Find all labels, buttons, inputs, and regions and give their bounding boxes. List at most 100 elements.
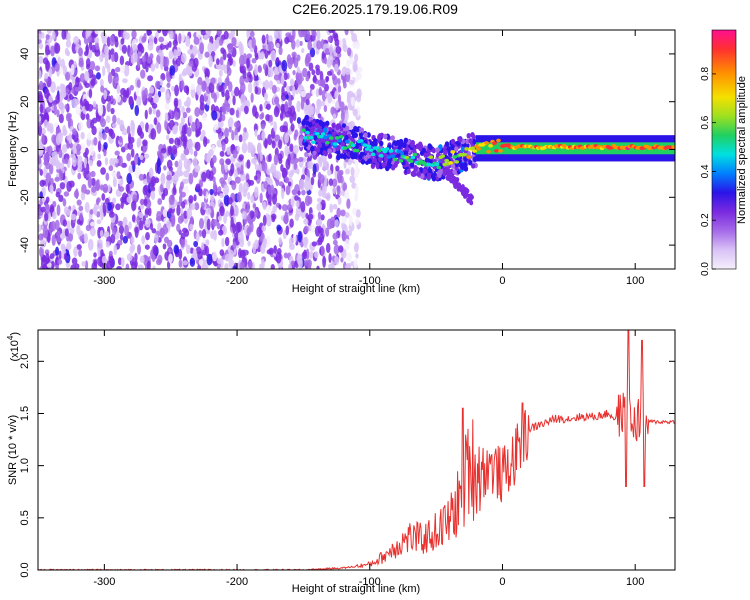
heatmap-cell [446,146,451,153]
heatmap-cell [293,57,299,69]
heatmap-cell [100,85,105,93]
heatmap-cell [174,111,180,121]
x-tick-label: -300 [93,576,115,588]
heatmap-cell [195,84,202,96]
heatmap-cell [108,250,113,257]
heatmap-cell [225,158,232,165]
heatmap-cell [284,110,291,118]
heatmap-cell [192,248,197,258]
ridge-point [434,162,440,167]
heatmap-cell [182,260,188,266]
heatmap-cell [204,68,211,79]
heatmap-cell [325,242,331,254]
heatmap-cell [283,252,289,259]
heatmap-cell [136,79,141,89]
heatmap-cell [323,105,328,113]
heatmap-cell [156,150,161,157]
heatmap-cell [257,65,262,72]
heatmap-cell [291,39,296,50]
heatmap-cell [160,147,167,154]
ridge-point [318,134,324,139]
heatmap-cell [93,136,98,146]
heatmap-cell [148,92,153,99]
heatmap-cell [250,195,255,203]
ridge-point [384,147,390,151]
heatmap-cell [181,116,185,125]
ridge-point [392,157,398,162]
heatmap-cell [156,122,162,135]
heatmap-cell [180,232,186,240]
heatmap-cell [442,169,447,175]
heatmap-cell [268,80,274,90]
heatmap-cell [149,53,154,60]
heatmap-cell [334,219,339,228]
heatmap-cell [189,257,196,267]
heatmap-cell [38,156,42,165]
heatmap-cell [120,257,125,268]
heatmap-cell [140,69,146,79]
heatmap-cell [229,107,235,116]
heatmap-cell [278,181,284,187]
heatmap-cell [105,241,110,248]
heatmap-cell [38,224,42,232]
heatmap-cell [303,225,309,234]
heatmap-cell [246,30,250,39]
heatmap-cell [280,92,287,102]
heatmap-cell [307,160,314,170]
svg-text:(x104): (x104) [6,332,21,362]
heatmap-cell [323,127,328,133]
heatmap-cell [450,163,456,169]
heatmap-cell [142,139,148,147]
heatmap-cell [303,249,307,260]
heatmap-cell [468,138,473,144]
heatmap-cell [108,165,114,172]
heatmap-cell [160,173,166,186]
heatmap-cell [106,260,113,269]
heatmap-cell [299,178,305,191]
y-tick-label: 0 [19,146,31,152]
heatmap-cell [250,30,255,38]
heatmap-cell [156,158,161,168]
heatmap-cell [247,82,253,94]
heatmap-cell [221,237,225,248]
heatmap-cell [213,229,217,241]
heatmap-cell [166,159,173,170]
heatmap-cell [310,145,315,152]
heatmap-cell [247,191,251,200]
heatmap-cell [316,40,322,50]
heatmap-cell [191,121,196,132]
heatmap-cell [201,171,207,182]
heatmap-cell [282,167,288,179]
heatmap-cell [38,38,42,45]
heatmap-cell [355,40,360,50]
heatmap-cell [84,201,90,213]
heatmap-cell [113,244,118,256]
heatmap-cell [78,248,82,258]
heatmap-cell [266,249,272,255]
heatmap-cell [160,182,164,193]
heatmap-cell [162,208,168,218]
heatmap-cell [309,47,316,58]
heatmap-cell [342,182,348,192]
heatmap-cell [223,213,228,224]
heatmap-cell [149,222,154,231]
heatmap-cell [238,54,245,67]
heatmap-cell [354,53,359,63]
heatmap-cell [259,263,263,269]
heatmap-cell [181,30,185,42]
heatmap-cell [268,153,272,163]
heatmap-cell [142,147,147,154]
heatmap-cell [333,33,339,42]
heatmap-cell [350,92,356,98]
ridge-point [332,142,338,146]
heatmap-cell [111,122,117,129]
heatmap-cell [193,36,200,45]
heatmap-cell [123,64,130,77]
heatmap-cell [62,124,67,137]
heatmap-cell [377,133,383,139]
heatmap-cell [262,201,267,211]
heatmap-cell [453,183,458,189]
colorbar-label: Normalized spectral amplitude [736,76,748,224]
y-tick-label: 0.5 [19,510,31,525]
heatmap-cell [337,84,342,93]
